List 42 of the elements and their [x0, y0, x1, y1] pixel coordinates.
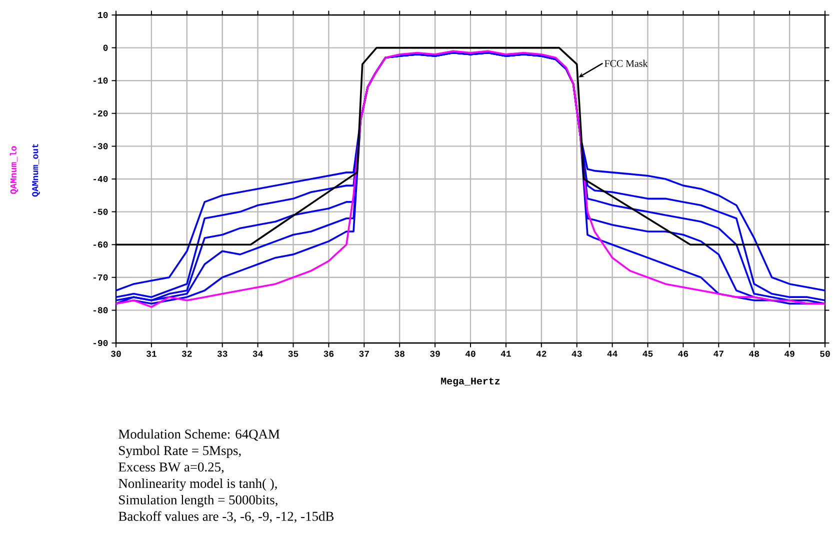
x-tick-label: 48 [749, 350, 760, 357]
y-tick-label: 0 [103, 44, 108, 51]
x-tick-label: 37 [359, 350, 369, 357]
x-tick-label: 36 [324, 350, 334, 357]
text: QAMnum_lo [10, 146, 18, 194]
text: QAMnum_out [32, 144, 40, 197]
x-tick-label: 32 [182, 350, 192, 357]
x-tick-label: 44 [607, 350, 618, 357]
x-tick-label: 47 [714, 350, 724, 357]
text: Modulation Scheme: 64QAM [118, 429, 280, 441]
y-tick-label: -40 [94, 176, 108, 182]
text: Simulation length = 5000bits, [119, 494, 278, 508]
x-tick-label: 41 [500, 350, 511, 357]
x-tick-label: 33 [217, 350, 228, 357]
text: Excess BW a=0.25, [118, 462, 224, 474]
text: Backoff values are -3, -6, -9, -12, -15dB [118, 511, 334, 523]
x-tick-label: 50 [820, 350, 830, 357]
text: Nonlinearity model is tanh( ), [118, 478, 277, 491]
x-tick-label: 40 [465, 350, 476, 357]
y-tick-label: -10 [94, 78, 108, 84]
x-tick-label: 46 [678, 350, 688, 357]
y-tick-label: 10 [98, 12, 108, 18]
x-tick-label: 30 [111, 350, 121, 357]
y-tick-label: -60 [94, 242, 108, 248]
y-tick-label: -50 [94, 208, 108, 215]
x-axis-title: Mega_Hertz [441, 378, 500, 386]
y-tick-label: -90 [94, 340, 108, 346]
text: Symbol Rate = 5Msps, [119, 446, 241, 458]
y-tick-label: -70 [94, 274, 108, 280]
x-tick-label: 42 [536, 350, 546, 357]
x-tick-label: 34 [252, 350, 263, 357]
annotation: FCC Mask [604, 60, 648, 67]
x-tick-label: 49 [784, 350, 794, 357]
x-tick-label: 43 [572, 350, 582, 357]
x-tick-label: 31 [146, 350, 156, 357]
y-tick-label: -80 [94, 307, 108, 314]
x-tick-label: 38 [394, 350, 405, 357]
x-tick-label: 35 [288, 350, 298, 357]
y-tick-label: -20 [94, 110, 108, 116]
y-tick-label: -30 [94, 143, 108, 150]
x-tick-label: 39 [430, 350, 440, 357]
x-tick-label: 45 [642, 350, 653, 357]
